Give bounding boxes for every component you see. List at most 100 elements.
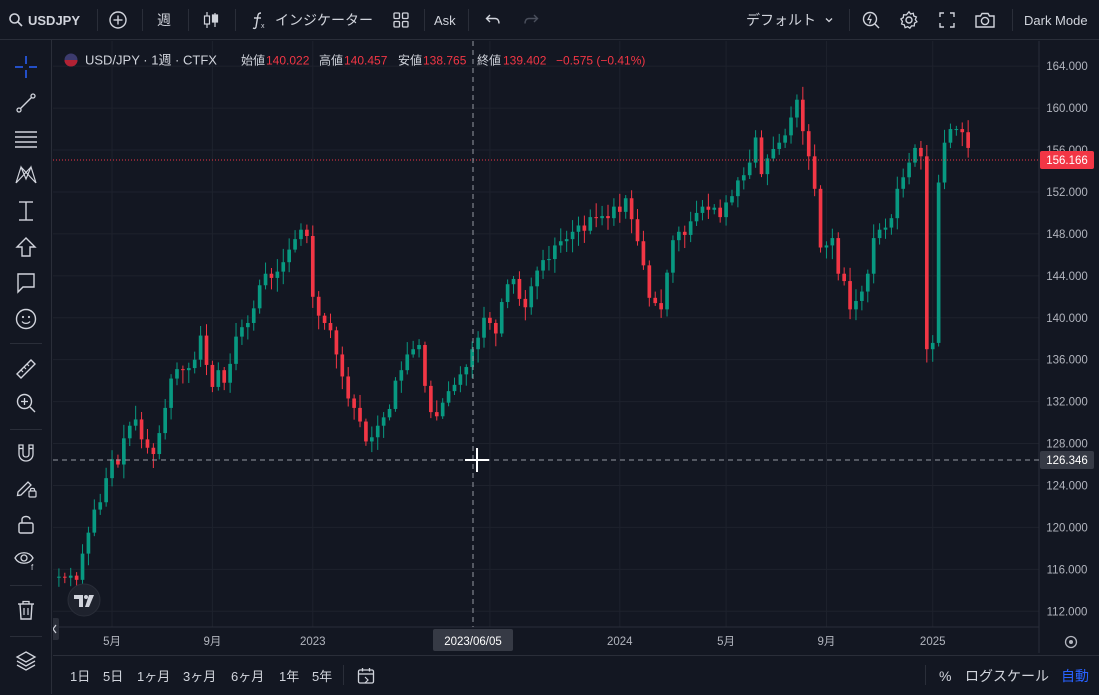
range-5d[interactable]: 5日 — [103, 656, 123, 695]
zap-search-icon — [862, 11, 880, 29]
plus-circle-icon — [109, 11, 127, 29]
candle-body — [653, 297, 658, 304]
range-5y[interactable]: 5年 — [312, 656, 332, 695]
candle-body — [553, 245, 557, 260]
layout-dropdown[interactable]: デフォルト — [746, 0, 834, 40]
delete-drawings-tool[interactable] — [11, 595, 41, 625]
hide-drawings-tool[interactable]: f — [11, 544, 41, 574]
divider — [849, 9, 850, 31]
candle-body — [352, 398, 356, 408]
axis-settings-button[interactable] — [1064, 635, 1078, 649]
chart-type-button[interactable] — [201, 0, 221, 40]
candle-body — [860, 291, 864, 301]
chart-grid — [53, 41, 1039, 627]
trend-line-tool[interactable] — [11, 88, 41, 118]
percent-scale-toggle[interactable]: % — [939, 656, 951, 695]
chart-area[interactable]: 164.000160.000156.000152.000148.000144.0… — [50, 41, 1099, 653]
redo-button[interactable] — [522, 0, 540, 40]
candle-body — [505, 284, 510, 303]
collapse-handle[interactable] — [50, 618, 59, 640]
zoom-in-tool[interactable] — [11, 388, 41, 418]
candle-body — [700, 206, 705, 213]
divider — [925, 665, 926, 685]
indicators-button[interactable]: x インジケーター — [249, 0, 373, 40]
range-1m[interactable]: 1ヶ月 — [137, 656, 170, 695]
range-3m[interactable]: 3ヶ月 — [183, 656, 216, 695]
screenshot-button[interactable] — [974, 0, 996, 40]
lock-icon — [18, 515, 34, 534]
candle-body — [966, 132, 970, 148]
price-axis[interactable]: 164.000160.000156.000152.000148.000144.0… — [1046, 61, 1088, 618]
auto-scale-toggle[interactable]: 自動 — [1061, 656, 1089, 695]
legend-title[interactable]: USD/JPY · 1週 · CTFX — [85, 53, 217, 68]
magnet-tool[interactable] — [11, 438, 41, 468]
ruler-icon — [16, 359, 36, 379]
undo-button[interactable] — [484, 0, 502, 40]
calendar-icon — [357, 667, 375, 684]
time-tick-label: 2024 — [607, 636, 633, 648]
candle-body — [936, 182, 941, 343]
tradingview-logo[interactable] — [67, 583, 101, 617]
candle-body — [316, 296, 321, 316]
pattern-tool[interactable] — [11, 160, 41, 190]
log-scale-toggle[interactable]: ログスケール — [965, 656, 1049, 695]
settings-button[interactable] — [899, 0, 919, 40]
object-tree-button[interactable] — [11, 646, 41, 676]
candle-body — [417, 345, 421, 350]
auto-scale-label: 自動 — [1061, 667, 1089, 684]
compare-symbol-button[interactable] — [108, 0, 128, 40]
candle-body — [305, 229, 309, 236]
range-1y[interactable]: 1年 — [279, 656, 299, 695]
candle-body — [759, 137, 764, 175]
zoom-in-icon — [16, 393, 36, 413]
ruler-tool[interactable] — [11, 354, 41, 384]
candle-body — [246, 322, 250, 328]
theme-toggle[interactable]: Dark Mode — [1024, 0, 1088, 40]
svg-text:x: x — [261, 23, 265, 30]
pattern-icon — [15, 165, 37, 184]
redo-icon — [524, 14, 539, 24]
search-icon — [9, 13, 23, 27]
legend-open-value: 140.022 — [266, 54, 310, 68]
symbol-label: USDJPY — [28, 12, 81, 28]
candle-body — [901, 177, 906, 189]
lock-all-tool[interactable] — [11, 509, 41, 539]
price-range-icon — [19, 201, 33, 221]
candle-body — [854, 300, 858, 310]
candle-body — [470, 349, 475, 368]
candle-body — [346, 376, 351, 399]
candle-body — [830, 238, 835, 246]
crosshair-tool[interactable] — [11, 52, 41, 82]
interval-button[interactable]: 週 — [157, 0, 171, 40]
range-1d[interactable]: 1日 — [70, 656, 90, 695]
candle-body — [169, 378, 173, 408]
price-chart[interactable]: 164.000160.000156.000152.000148.000144.0… — [50, 41, 1099, 653]
horizontal-lines-tool[interactable] — [11, 124, 41, 154]
quick-search-button[interactable] — [861, 0, 881, 40]
candle-body — [62, 576, 67, 578]
lock-drawing-tool[interactable] — [11, 473, 41, 503]
divider — [10, 429, 42, 430]
measure-range-tool[interactable] — [11, 196, 41, 226]
templates-button[interactable] — [392, 0, 410, 40]
price-source-button[interactable]: Ask — [434, 0, 456, 40]
chevron-left-icon — [52, 624, 57, 634]
callout-tool[interactable] — [11, 268, 41, 298]
fullscreen-button[interactable] — [938, 0, 956, 40]
symbol-search[interactable]: USDJPY — [8, 0, 80, 40]
trash-icon — [18, 600, 34, 620]
price-tick-label: 124.000 — [1046, 480, 1088, 492]
candle-body — [358, 407, 362, 422]
go-to-date-button[interactable] — [356, 656, 376, 695]
candle-body — [399, 370, 404, 381]
candle-body — [369, 437, 374, 442]
range-6m[interactable]: 6ヶ月 — [231, 656, 264, 695]
divider — [1012, 9, 1013, 31]
range-label: 5年 — [312, 669, 333, 684]
price-tick-label: 152.000 — [1046, 187, 1088, 199]
emoji-tool[interactable] — [11, 304, 41, 334]
time-tick-label: 2023 — [300, 636, 326, 648]
legend-low-value: 138.765 — [423, 54, 467, 68]
arrow-tool[interactable] — [11, 232, 41, 262]
layout-name: デフォルト — [746, 12, 816, 28]
